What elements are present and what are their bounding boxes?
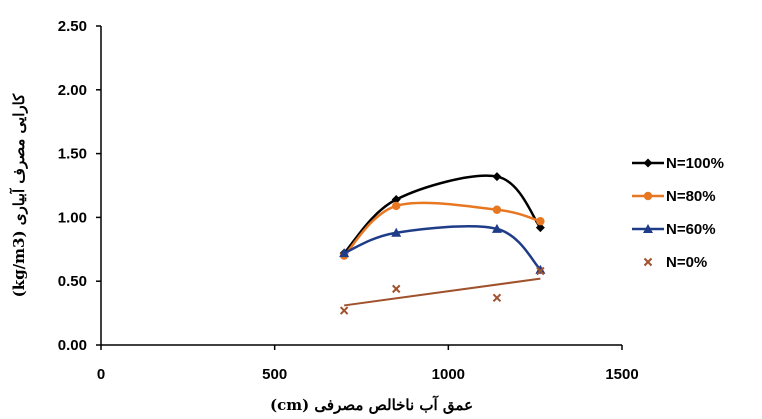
data-point <box>535 264 546 274</box>
data-point <box>391 195 401 205</box>
legend-item: N=60% <box>632 221 716 238</box>
x-tick-label: 1500 <box>605 366 638 383</box>
data-point <box>535 223 545 233</box>
data-point <box>391 227 402 237</box>
legend-item: N=100% <box>632 155 724 172</box>
legend-label: N=80% <box>666 188 716 205</box>
y-tick-label: 0.50 <box>58 273 87 290</box>
series-line <box>343 225 542 271</box>
series-line <box>343 201 541 257</box>
data-point <box>339 306 349 315</box>
data-point <box>392 201 401 211</box>
legend-marker <box>643 191 653 201</box>
legend-label: N=0% <box>666 254 707 271</box>
y-tick-label: 1.00 <box>58 209 87 226</box>
data-point <box>392 284 401 294</box>
x-tick-label: 500 <box>262 366 287 383</box>
legend-marker <box>643 158 653 168</box>
legend-marker <box>643 224 653 233</box>
y-tick-label: 2.00 <box>58 82 87 99</box>
series-1 <box>339 201 545 260</box>
series-line <box>343 174 542 254</box>
data-point <box>492 293 502 302</box>
x-marker-stroke <box>536 266 545 276</box>
y-tick-label: 2.50 <box>58 18 87 35</box>
legend-item: N=0% <box>643 254 707 271</box>
axes: 0.00 0.50 1.00 1.50 2.00 2.50 0 500 1000 1500 <box>58 18 639 383</box>
legend-label: N=100% <box>666 155 724 172</box>
series-0 <box>339 172 545 258</box>
y-ticks: 0.00 0.50 1.00 1.50 2.00 2.50 <box>58 18 101 354</box>
x-marker-stroke <box>492 293 502 302</box>
x-marker-stroke <box>392 284 401 294</box>
y-axis-label: کارایی مصرف آبیاری (kg/m3) <box>9 93 28 297</box>
x-tick-label: 0 <box>97 366 105 383</box>
data-point <box>492 172 502 182</box>
y-tick-label: 0.00 <box>58 337 87 354</box>
x-marker-stroke <box>643 257 653 267</box>
legend: N=100% N=80% N=60% N=0% <box>632 155 724 271</box>
legend-label: N=60% <box>666 221 716 238</box>
data-point <box>536 217 545 226</box>
data-point <box>339 248 350 258</box>
y-tick-label: 1.50 <box>58 146 87 163</box>
data-point <box>491 223 502 233</box>
series-2 <box>339 223 546 274</box>
x-tick-label: 1000 <box>432 366 465 383</box>
plot-area <box>339 172 546 315</box>
legend-item: N=80% <box>632 188 716 205</box>
trendline-n-0 <box>343 277 541 307</box>
data-point <box>536 266 545 276</box>
legend-marker <box>643 257 653 267</box>
data-point <box>492 205 502 214</box>
x-ticks: 0 500 1000 1500 <box>97 345 639 383</box>
series-3 <box>339 266 545 315</box>
x-axis-label: عمق آب ناخالص مصرفی (cm) <box>270 395 473 414</box>
x-marker-stroke <box>339 306 349 315</box>
